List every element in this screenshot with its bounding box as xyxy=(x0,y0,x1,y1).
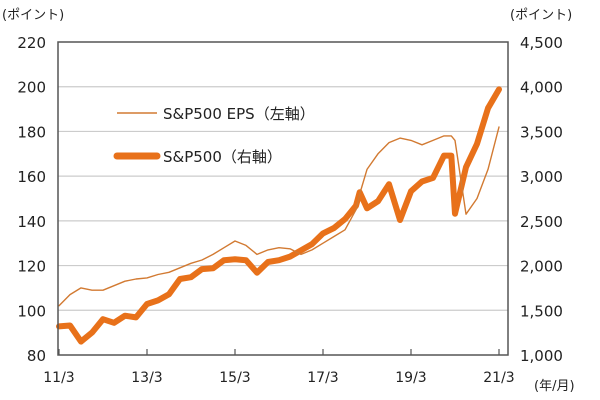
legend-label-sp500: S&P500（右軸） xyxy=(163,148,282,166)
gridlines xyxy=(58,86,508,311)
x-tick-label: 13/3 xyxy=(131,370,162,386)
left-tick-label: 220 xyxy=(17,34,46,52)
legend-label-eps: S&P500 EPS（左軸） xyxy=(163,105,315,123)
left-tick-label: 100 xyxy=(17,302,46,320)
left-tick-label: 140 xyxy=(17,213,46,231)
axis-ticks: 80 1,000 100 1,500 120 2,000 140 2,500 160 3,000 1… xyxy=(17,34,563,386)
right-tick-label: 4,000 xyxy=(520,79,563,97)
plot-frame xyxy=(57,41,509,356)
left-tick-label: 160 xyxy=(17,168,46,186)
right-tick-label: 2,500 xyxy=(520,213,563,231)
right-tick-label: 3,000 xyxy=(520,168,563,186)
x-tick-label: 17/3 xyxy=(307,370,338,386)
right-tick-label: 4,500 xyxy=(520,34,563,52)
x-tick-label: 15/3 xyxy=(219,370,250,386)
legend: S&P500 EPS（左軸） S&P500（右軸） xyxy=(113,105,315,166)
x-axis-unit: (年/月) xyxy=(534,379,575,394)
right-tick-label: 2,000 xyxy=(520,258,563,276)
x-tick-label: 19/3 xyxy=(395,370,426,386)
sp500-line xyxy=(56,86,502,345)
left-tick-label: 200 xyxy=(17,79,46,97)
eps-line xyxy=(58,126,500,307)
x-tick-label: 11/3 xyxy=(43,370,74,386)
x-tick-label: 21/3 xyxy=(483,370,514,386)
left-axis-unit: (ポイント) xyxy=(2,8,64,23)
left-tick-label: 180 xyxy=(17,123,46,141)
left-tick-label: 120 xyxy=(17,258,46,276)
right-tick-label: 1,000 xyxy=(520,347,563,365)
left-tick-label: 80 xyxy=(27,347,46,365)
series-lines xyxy=(56,86,502,345)
right-tick-label: 1,500 xyxy=(520,302,563,320)
right-axis-unit: (ポイント) xyxy=(510,8,572,23)
right-tick-label: 3,500 xyxy=(520,123,563,141)
